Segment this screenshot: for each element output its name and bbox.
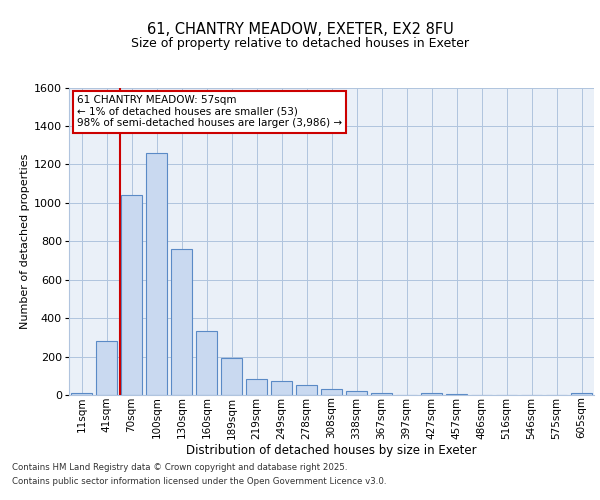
Text: Contains HM Land Registry data © Crown copyright and database right 2025.: Contains HM Land Registry data © Crown c… <box>12 464 347 472</box>
Bar <box>571 392 592 395</box>
Bar <box>296 386 317 395</box>
Bar <box>271 380 292 395</box>
Bar <box>171 249 192 395</box>
Bar <box>196 330 217 395</box>
Bar <box>221 358 242 395</box>
Bar <box>96 341 117 395</box>
Text: 61 CHANTRY MEADOW: 57sqm
← 1% of detached houses are smaller (53)
98% of semi-de: 61 CHANTRY MEADOW: 57sqm ← 1% of detache… <box>77 95 342 128</box>
Bar <box>371 392 392 395</box>
Bar <box>421 393 442 395</box>
Bar <box>71 393 92 395</box>
Text: 61, CHANTRY MEADOW, EXETER, EX2 8FU: 61, CHANTRY MEADOW, EXETER, EX2 8FU <box>146 22 454 38</box>
Y-axis label: Number of detached properties: Number of detached properties <box>20 154 30 329</box>
Bar <box>121 195 142 395</box>
Text: Size of property relative to detached houses in Exeter: Size of property relative to detached ho… <box>131 38 469 51</box>
X-axis label: Distribution of detached houses by size in Exeter: Distribution of detached houses by size … <box>186 444 477 457</box>
Bar <box>146 153 167 395</box>
Bar <box>321 389 342 395</box>
Bar <box>346 391 367 395</box>
Text: Contains public sector information licensed under the Open Government Licence v3: Contains public sector information licen… <box>12 477 386 486</box>
Bar <box>246 378 267 395</box>
Bar <box>446 394 467 395</box>
